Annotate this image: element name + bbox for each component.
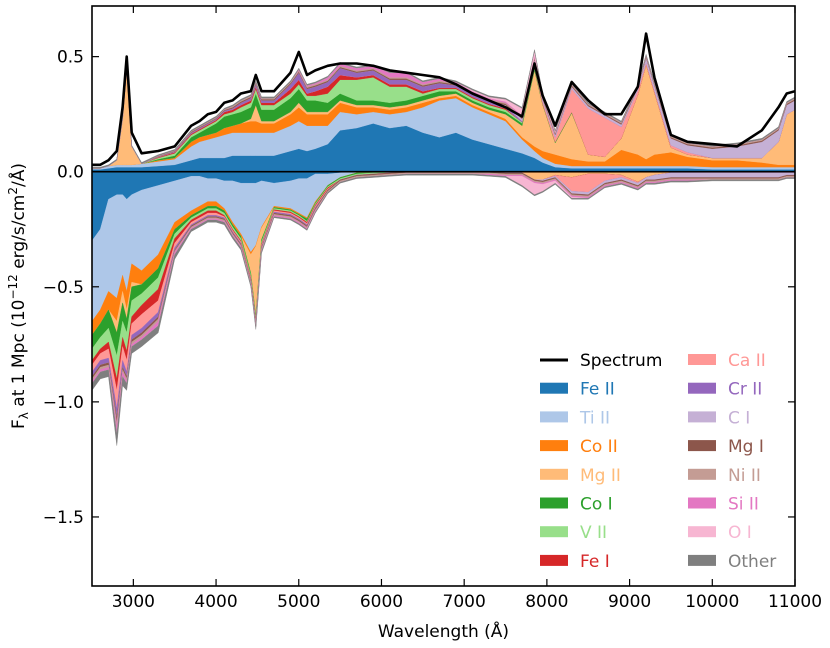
x-tick-label-8000: 8000 (525, 592, 568, 612)
legend-swatch-si-ii (688, 497, 716, 509)
positive-area-stack (92, 49, 795, 172)
legend-label-fe-ii: Fe II (580, 380, 615, 400)
spectrum-line (92, 32, 795, 167)
legend-label-ca-ii: Ca II (728, 351, 766, 371)
legend-swatch-cr-ii (688, 382, 716, 394)
x-tick-label-3000: 3000 (112, 592, 155, 612)
x-axis-label: Wavelength (Å) (378, 620, 509, 642)
legend-swatch-mg-ii (540, 468, 568, 480)
legend-item-mg-ii: Mg II (540, 466, 621, 486)
y-axis-label-sub: λ (17, 412, 31, 419)
legend-label-co-ii: Co II (580, 437, 618, 457)
plot-frame (91, 5, 796, 587)
legend-label-c-i: C I (728, 408, 750, 428)
y-axis-ticks: 0.5 0.0 −0.5 −1.0 −1.5 (43, 48, 795, 528)
x-tick-label-6000: 6000 (360, 592, 403, 612)
negative-area-stack (92, 171, 795, 446)
legend-swatch-mg-i (688, 440, 716, 452)
legend-item-si-ii: Si II (688, 495, 759, 515)
legend-label-v-ii: V II (580, 523, 607, 543)
legend-item-ti-ii: Ti II (540, 408, 610, 428)
legend-swatch-ni-ii (688, 468, 716, 480)
legend-label-cr-ii: Cr II (728, 380, 762, 400)
legend-swatch-fe-i (540, 554, 568, 566)
y-tick-label-2: −0.5 (43, 278, 84, 298)
legend-item-ni-ii: Ni II (688, 466, 761, 486)
legend-label-mg-ii: Mg II (580, 466, 621, 486)
legend-label-fe-i: Fe I (580, 552, 610, 572)
legend-item-fe-ii: Fe II (540, 380, 615, 400)
legend-swatch-ca-ii (688, 354, 716, 365)
legend-label-si-ii: Si II (728, 495, 759, 515)
y-axis-label-prefix: F (9, 419, 29, 429)
y-axis-label-sup2: 2 (6, 187, 20, 195)
legend-item-spectrum: Spectrum (540, 351, 662, 371)
x-tick-label-11000: 11000 (768, 592, 822, 612)
y-tick-label-4: −1.5 (43, 508, 84, 528)
legend-swatch-ti-ii (540, 411, 568, 423)
y-axis-label-mid: at 1 Mpc (10 (9, 300, 29, 413)
y-axis-label-end: /Å) (7, 163, 29, 187)
legend-swatch-o-i (688, 526, 716, 538)
legend-item-ca-ii: Ca II (688, 351, 766, 371)
x-tick-label-5000: 5000 (277, 592, 320, 612)
legend-label-o-i: O I (728, 523, 752, 543)
area-pos-other (92, 49, 795, 169)
legend-label-ti-ii: Ti II (579, 408, 610, 428)
y-axis-label: Fλ at 1 Mpc (10−12 erg/s/cm2/Å) (6, 163, 31, 429)
y-tick-label-3: −1.0 (43, 393, 84, 413)
legend-swatch-c-i (688, 411, 716, 423)
x-axis-ticks: 3000 4000 5000 6000 7000 8000 9000 10000 11000 (112, 6, 822, 612)
legend-swatch-v-ii (540, 526, 568, 538)
legend-swatch-co-i (540, 497, 568, 509)
legend-item-o-i: O I (688, 523, 752, 543)
x-tick-label-10000: 10000 (685, 592, 739, 612)
x-tick-label-9000: 9000 (608, 592, 651, 612)
x-tick-label-7000: 7000 (443, 592, 486, 612)
legend-item-co-ii: Co II (540, 437, 618, 457)
legend-label-ni-ii: Ni II (728, 466, 761, 486)
legend-item-v-ii: V II (540, 523, 607, 543)
legend-swatch-co-ii (540, 440, 568, 452)
legend-item-cr-ii: Cr II (688, 380, 762, 400)
y-axis-label-suffix: erg/s/cm (9, 195, 29, 275)
legend-item-other: Other (688, 552, 776, 572)
legend-item-fe-i: Fe I (540, 552, 610, 572)
legend-swatch-fe-ii (540, 382, 568, 394)
area-neg-ti-ii (92, 171, 795, 322)
legend-label-spectrum: Spectrum (580, 351, 662, 371)
legend-item-mg-i: Mg I (688, 437, 764, 457)
legend-swatch-other (688, 554, 716, 566)
y-tick-label-0: 0.5 (57, 48, 84, 68)
x-tick-label-4000: 4000 (194, 592, 237, 612)
legend-item-c-i: C I (688, 408, 750, 428)
legend-label-co-i: Co I (580, 495, 613, 515)
legend-label-mg-i: Mg I (728, 437, 764, 457)
y-axis-label-sup: −12 (6, 274, 20, 299)
area-neg-other (92, 173, 795, 446)
legend-item-co-i: Co I (540, 495, 613, 515)
y-tick-label-1: 0.0 (57, 163, 84, 183)
legend-label-other: Other (728, 552, 776, 572)
legend: Spectrum Fe II Ti II Co II Mg II Co I V II Fe I… (540, 351, 776, 572)
